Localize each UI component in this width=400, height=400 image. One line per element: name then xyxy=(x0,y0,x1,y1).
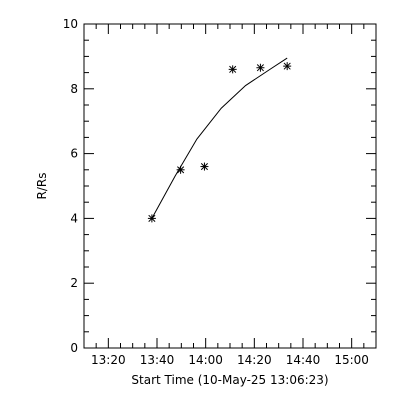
y-tick-label: 4 xyxy=(70,211,78,225)
axis-tick-labels: 13:20 13:40 14:00 14:20 14:40 15:00 0 2 4 6 8 10 xyxy=(63,17,369,367)
data-point-marker xyxy=(147,214,156,223)
data-point-marker xyxy=(176,165,185,174)
data-point-marker xyxy=(256,63,265,72)
x-tick-label: 14:20 xyxy=(237,353,272,367)
x-tick-label: 13:20 xyxy=(91,353,126,367)
marker-stroke xyxy=(256,64,264,72)
y-tick-label: 0 xyxy=(70,341,78,355)
axis-ticks xyxy=(83,23,377,349)
marker-stroke xyxy=(148,214,156,222)
marker-stroke xyxy=(177,166,185,174)
fit-curve xyxy=(151,57,288,219)
x-tick-label: 14:40 xyxy=(286,353,321,367)
marker-stroke xyxy=(283,62,291,70)
y-axis-label: R/Rs xyxy=(35,173,49,200)
x-axis-label: Start Time (10-May-25 13:06:23) xyxy=(131,373,328,387)
data-point-marker xyxy=(200,162,209,171)
marker-stroke xyxy=(200,163,209,171)
data-point-marker xyxy=(228,65,237,74)
data-point-marker xyxy=(283,62,292,71)
x-tick-label: 15:00 xyxy=(334,353,369,367)
x-tick-label: 14:00 xyxy=(188,353,223,367)
y-tick-label: 10 xyxy=(63,17,78,31)
data-points xyxy=(147,62,292,223)
y-tick-label: 2 xyxy=(70,276,78,290)
y-tick-label: 6 xyxy=(70,147,78,161)
marker-stroke xyxy=(229,65,237,73)
x-tick-label: 13:40 xyxy=(140,353,175,367)
y-tick-label: 8 xyxy=(70,82,78,96)
